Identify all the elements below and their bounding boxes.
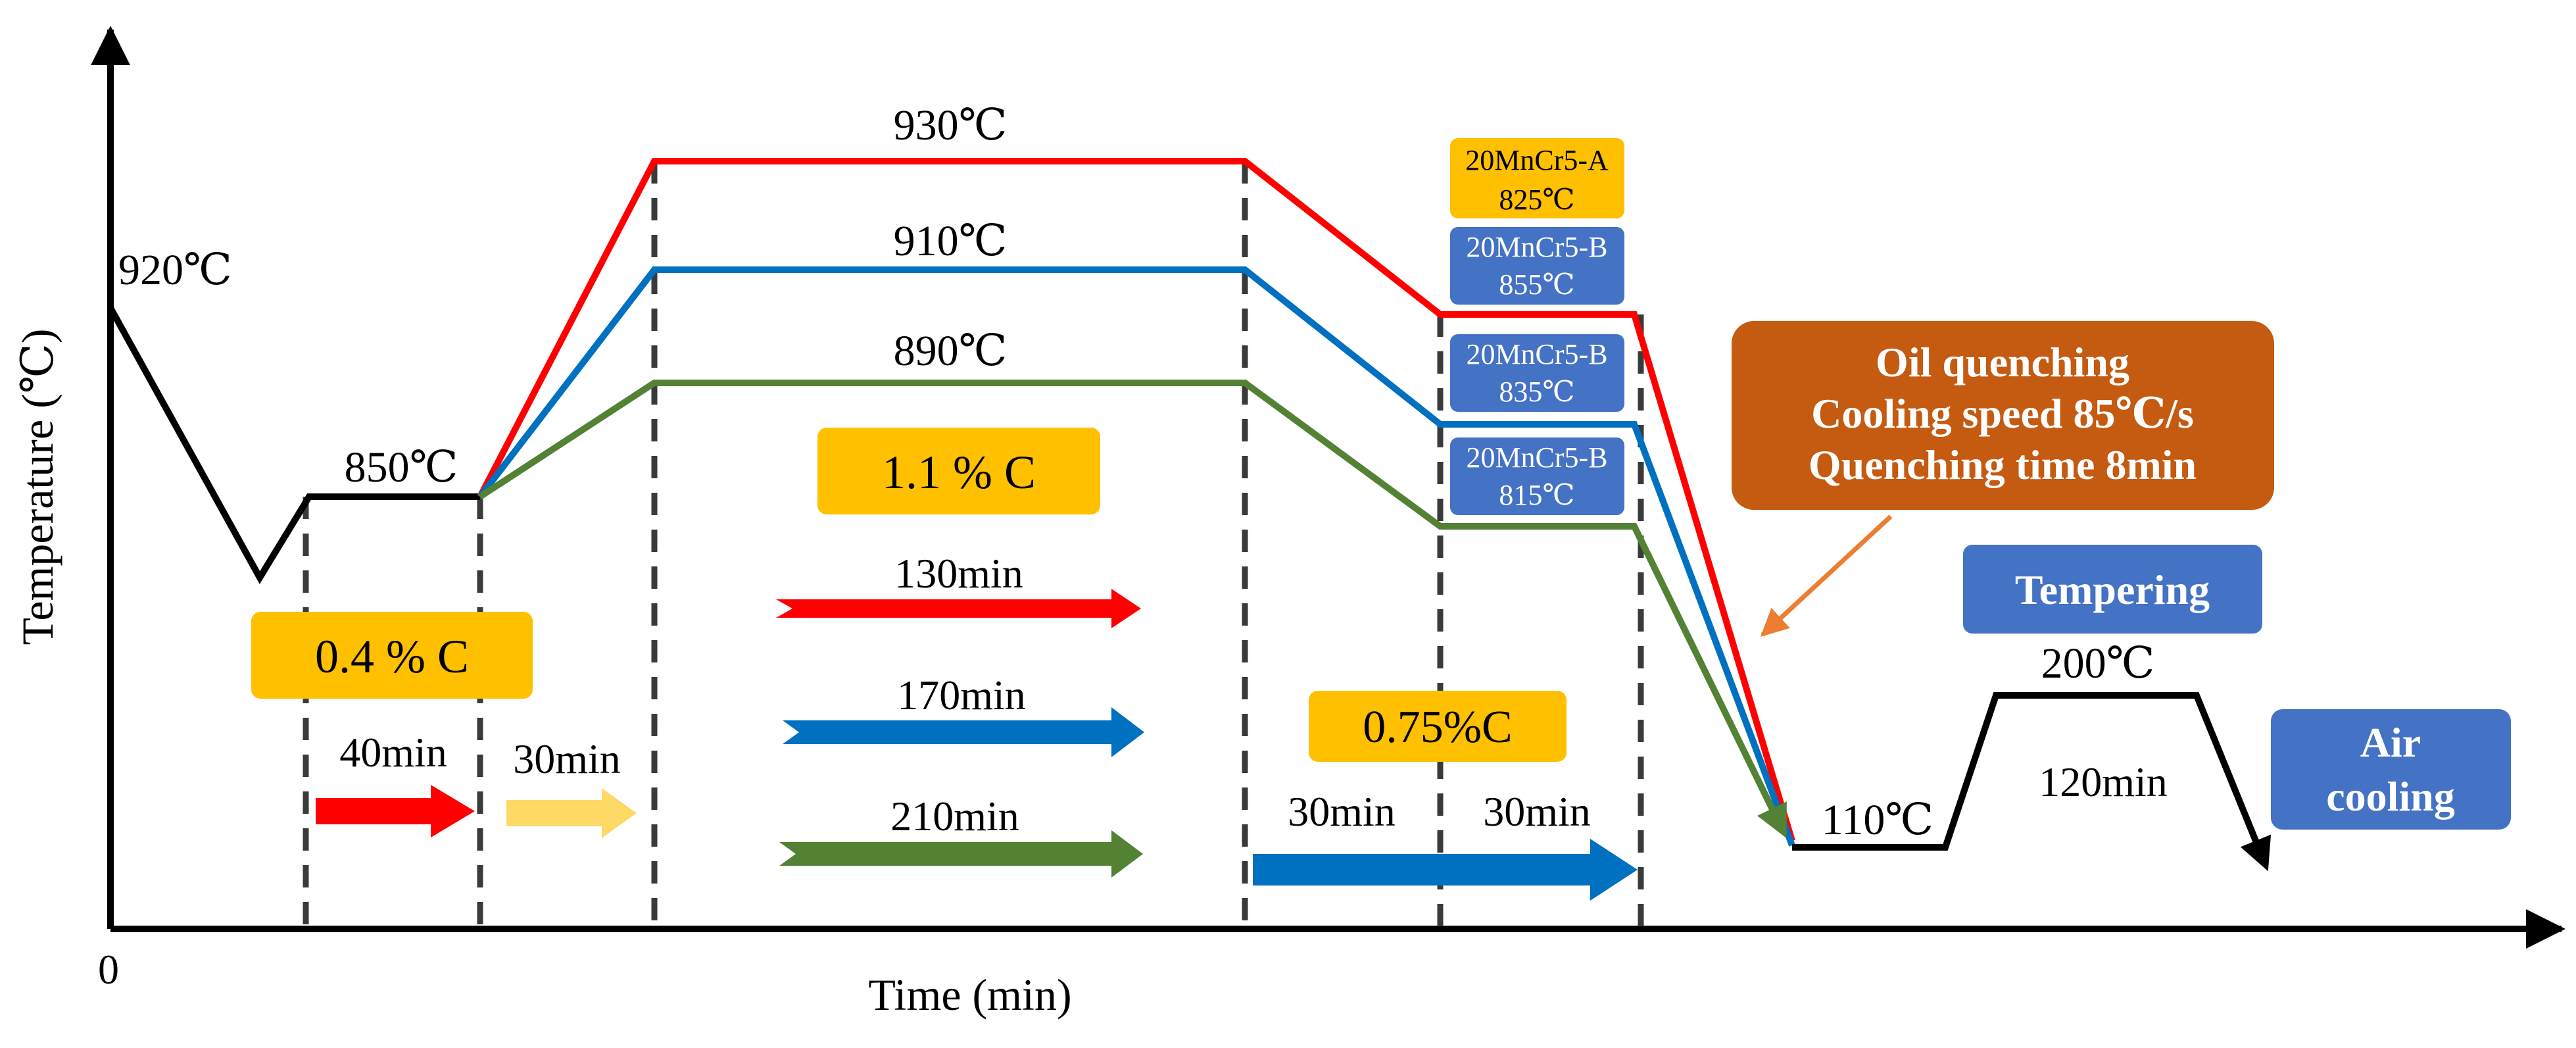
grade-1-name: 20MnCr5-A xyxy=(1465,144,1609,176)
duration-30min-diffuse: 30min xyxy=(1483,788,1591,835)
grade-box-4: 20MnCr5-B 815℃ xyxy=(1450,437,1624,515)
carbon-box-04 xyxy=(251,612,533,699)
duration-40min: 40min xyxy=(339,729,447,776)
duration-210min: 210min xyxy=(890,793,1019,839)
quench-pointer-arrow xyxy=(1760,514,1893,637)
grade-3-name: 20MnCr5-B xyxy=(1466,338,1607,370)
tempering-profile-line xyxy=(1792,692,2272,872)
quench-line-1: Oil quenching xyxy=(1876,339,2129,386)
carbon-label-11: 1.1 % C xyxy=(882,446,1036,499)
quench-box xyxy=(1732,321,2274,510)
grade-4-temp: 815℃ xyxy=(1499,479,1574,511)
temp-label-200: 200℃ xyxy=(2041,639,2155,687)
temp-label-920: 920℃ xyxy=(118,246,232,294)
red-profile-line xyxy=(477,158,1795,842)
arrow-40min xyxy=(316,785,475,837)
green-profile-line xyxy=(478,380,1787,838)
origin-label: 0 xyxy=(98,946,119,993)
air-cooling-line-2: cooling xyxy=(2326,773,2455,820)
grade-4-name: 20MnCr5-B xyxy=(1466,441,1607,474)
grade-box-2-bg xyxy=(1450,227,1624,305)
grade-box-4-bg xyxy=(1450,437,1624,515)
arrow-30min-preheat xyxy=(506,788,637,838)
temp-label-930: 930℃ xyxy=(894,101,1008,149)
quench-line-2: Cooling speed 85℃/s xyxy=(1811,390,2194,437)
grade-box-3-bg xyxy=(1450,334,1624,412)
arrow-170min xyxy=(783,707,1144,757)
temp-label-110: 110℃ xyxy=(1822,796,1933,844)
grade-box-1: 20MnCr5-A 825℃ xyxy=(1450,138,1624,218)
duration-170min: 170min xyxy=(897,672,1026,718)
carbon-label-075: 0.75%C xyxy=(1363,702,1513,753)
temp-label-910: 910℃ xyxy=(894,217,1008,265)
arrow-60min-diffusion xyxy=(1253,839,1638,901)
grade-3-temp: 835℃ xyxy=(1499,376,1574,408)
blue-profile-line xyxy=(477,266,1795,847)
grade-box-2: 20MnCr5-B 855℃ xyxy=(1450,227,1624,305)
air-cooling-box xyxy=(2271,709,2511,830)
duration-30min-preheat: 30min xyxy=(513,736,621,782)
carbon-label-04: 0.4 % C xyxy=(315,630,469,683)
arrow-130min xyxy=(776,589,1141,628)
segment-dividers xyxy=(303,161,1644,929)
duration-130min: 130min xyxy=(894,550,1023,597)
tempering-label: Tempering xyxy=(2015,566,2210,613)
quench-line-3: Quenching time 8min xyxy=(1809,441,2197,488)
grade-box-1-bg xyxy=(1450,138,1624,218)
grade-2-temp: 855℃ xyxy=(1499,268,1574,301)
grade-box-3: 20MnCr5-B 835℃ xyxy=(1450,334,1624,412)
carbon-box-075 xyxy=(1309,691,1567,762)
tempering-box xyxy=(1963,545,2262,634)
grade-1-temp: 825℃ xyxy=(1499,184,1574,216)
y-axis-label: Temperature (℃) xyxy=(12,329,62,645)
temp-label-850: 850℃ xyxy=(345,443,458,491)
carbon-box-11 xyxy=(817,428,1100,514)
initial-profile-line xyxy=(107,306,480,584)
grade-2-name: 20MnCr5-B xyxy=(1466,231,1607,263)
x-axis-label: Time (min) xyxy=(868,970,1071,1020)
duration-120min: 120min xyxy=(2039,759,2168,805)
air-cooling-line-1: Air xyxy=(2360,719,2421,766)
temp-label-890: 890℃ xyxy=(894,327,1008,375)
duration-30min-boost: 30min xyxy=(1288,788,1396,835)
arrow-210min xyxy=(779,830,1143,878)
